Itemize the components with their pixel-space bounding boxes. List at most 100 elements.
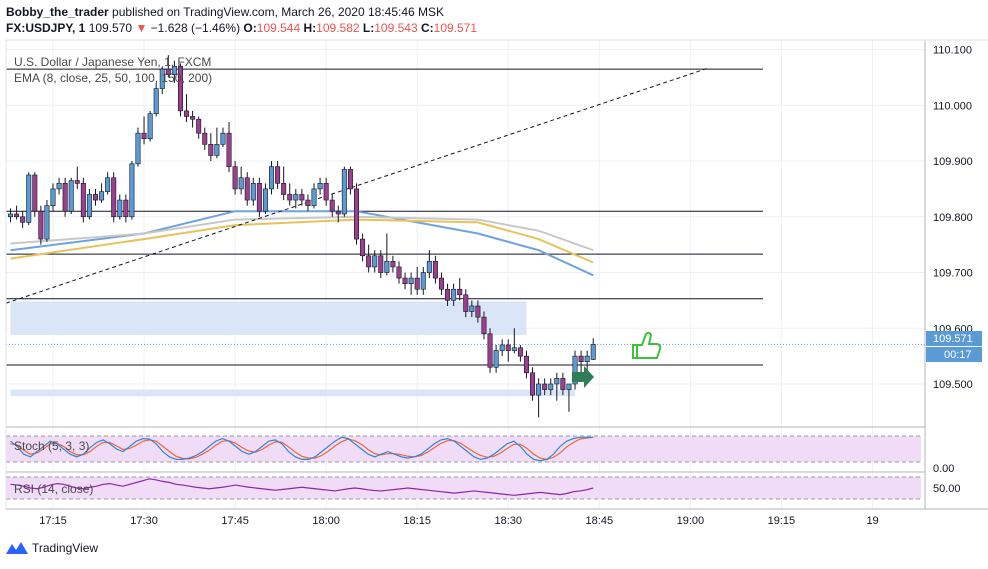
candle-body <box>281 183 287 195</box>
candle-body <box>408 277 414 284</box>
candle <box>432 255 438 284</box>
candle-body <box>335 210 341 215</box>
candle <box>196 116 202 139</box>
author-name[interactable]: Bobby_the_trader <box>6 5 109 19</box>
candle-body <box>560 378 566 390</box>
candle <box>20 211 26 228</box>
candle-body <box>493 350 499 368</box>
candle-body <box>293 194 299 201</box>
candle-body <box>196 118 202 134</box>
candle <box>554 372 560 401</box>
candle-body <box>584 355 590 362</box>
candle <box>238 166 244 195</box>
candle <box>451 283 457 306</box>
candle-body <box>402 277 408 284</box>
time-tick-label: 17:15 <box>39 515 67 527</box>
countdown-label: 00:17 <box>926 347 982 362</box>
stoch-axis-tick: 0.00 <box>933 463 954 475</box>
candle-body <box>390 261 396 268</box>
candle-body <box>554 378 560 385</box>
candle-body <box>378 255 384 273</box>
price-zones <box>10 301 576 397</box>
candle <box>353 183 359 245</box>
candle-body <box>499 344 505 351</box>
footer-brand[interactable]: TradingView <box>32 541 99 555</box>
candle-body <box>572 355 578 385</box>
price-zone <box>10 389 576 397</box>
candle-body <box>469 305 475 312</box>
candle <box>129 161 135 220</box>
candle-body <box>360 238 366 257</box>
candle <box>335 205 341 223</box>
price-tick-label: 110.100 <box>933 45 972 57</box>
candle <box>511 328 517 354</box>
close-label: C: <box>420 21 434 35</box>
candle-body <box>353 188 359 240</box>
rsi-axis-tick: 50.00 <box>933 483 961 495</box>
candle <box>438 272 444 295</box>
candle <box>293 188 299 209</box>
candle <box>250 177 256 206</box>
time-axis[interactable]: 17:15 17:30 17:45 18:00 18:15 18:30 18:45 19:00… <box>39 515 878 527</box>
stoch-k-line <box>10 436 594 462</box>
candle <box>408 272 414 295</box>
rsi-legend[interactable]: RSI (14, close) <box>14 482 94 496</box>
candle <box>141 116 147 145</box>
stoch-legend[interactable]: Stoch (5, 3, 3) <box>14 439 90 453</box>
candle-body <box>505 344 511 351</box>
candle <box>481 311 487 340</box>
candle <box>505 339 511 362</box>
candle-body <box>44 205 50 240</box>
candle <box>402 272 408 290</box>
candle-body <box>159 68 165 89</box>
candle <box>111 172 117 223</box>
ema-legend[interactable]: EMA (8, close, 25, 50, 100, 150, 200) <box>14 71 213 85</box>
candle <box>517 344 523 362</box>
instrument-legend[interactable]: U.S. Dollar / Japanese Yen, 1, FXCM <box>14 55 212 69</box>
candle <box>536 378 542 418</box>
last-price: 109.570 <box>88 21 133 35</box>
candle <box>14 205 20 220</box>
candle-body <box>341 169 347 215</box>
candle-body <box>396 266 402 279</box>
candle-body <box>305 199 311 206</box>
candle-body <box>238 177 244 190</box>
candle <box>32 172 38 217</box>
candle <box>117 194 123 220</box>
candle-body <box>475 305 481 318</box>
candle <box>275 161 281 189</box>
candle-body <box>347 169 353 190</box>
candle <box>590 338 596 361</box>
candle-body <box>147 113 153 140</box>
candle <box>262 183 268 214</box>
candle <box>105 172 111 195</box>
candle-body <box>56 183 62 190</box>
low-value: 109.543 <box>374 21 418 35</box>
candle-body <box>426 261 432 273</box>
candle <box>135 127 141 167</box>
candle-body <box>517 347 523 357</box>
price-tick-label: 109.500 <box>933 379 973 391</box>
candle-body <box>202 132 208 145</box>
candle <box>214 127 220 159</box>
candle-body <box>117 199 123 218</box>
candle-body <box>317 183 323 190</box>
candle-body <box>190 116 196 120</box>
candle <box>487 328 493 373</box>
candle <box>548 378 554 396</box>
close-value: 109.571 <box>433 21 478 35</box>
rsi-line <box>10 478 594 496</box>
candle-body <box>275 166 281 184</box>
candle <box>190 110 196 128</box>
candle <box>123 194 129 223</box>
candle <box>159 66 165 95</box>
candle <box>378 250 384 279</box>
candle-body <box>171 65 177 75</box>
current-price-label: 109.571 <box>926 331 982 346</box>
candle-body <box>287 194 293 201</box>
candle <box>499 339 505 357</box>
rsi-band <box>6 477 921 499</box>
trendline[interactable] <box>5 67 709 304</box>
candle-body <box>414 277 420 290</box>
candle-body <box>384 261 390 273</box>
